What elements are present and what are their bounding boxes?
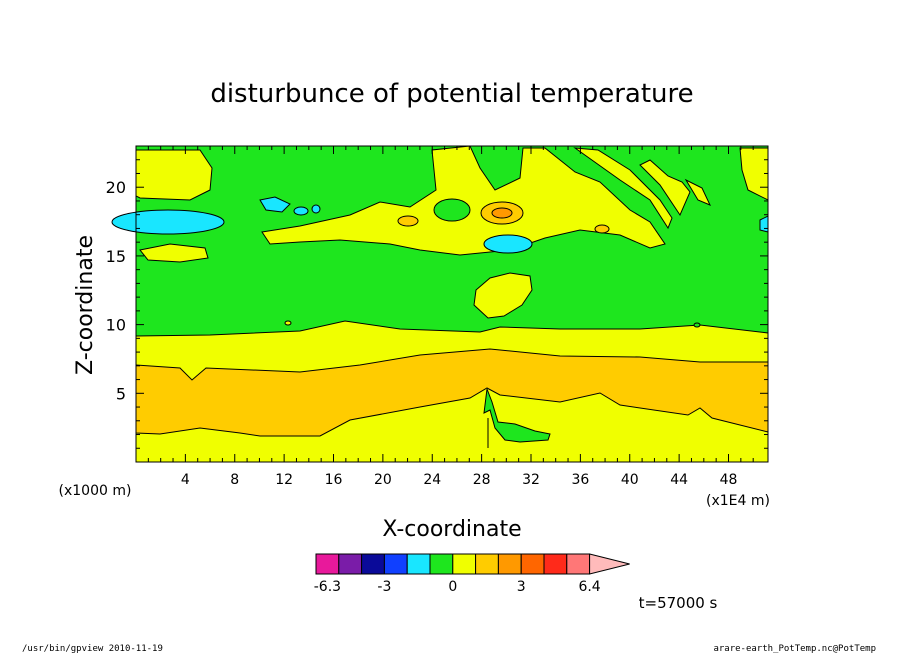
cyan-fleck (259, 196, 291, 213)
yellow-blob-mid (473, 272, 533, 319)
colorbar-swatch (429, 553, 454, 575)
x-tick-label: 8 (230, 472, 239, 488)
cyan-fleck (293, 206, 309, 216)
green-pocket (433, 198, 471, 222)
colorbar-swatch (520, 553, 545, 575)
x-tick-label: 40 (621, 472, 639, 488)
x-axis-ticks: 4 8 12 16 20 24 28 32 36 40 44 48 (147, 146, 754, 488)
colorbar-swatch (475, 553, 499, 575)
plot-area (111, 145, 769, 463)
cyan-fleck (311, 204, 321, 214)
x-tick-label: 16 (325, 472, 343, 488)
y-axis-label: Z-coordinate (73, 235, 98, 375)
colorbar-tick-label: 3 (517, 579, 526, 595)
yellow-blob-upper-left (135, 149, 213, 201)
colorbar-swatch (338, 553, 363, 575)
x-tick-label: 12 (275, 472, 293, 488)
plot-frame (135, 145, 769, 463)
x-tick-label: 4 (181, 472, 190, 488)
surface-green-finger (483, 388, 551, 443)
colorbar-swatch (315, 553, 340, 575)
yellow-streak (684, 178, 712, 206)
x-tick-label: 20 (374, 472, 392, 488)
colorbar-arrow (589, 553, 630, 575)
colorbar-tick-label: -6.3 (314, 579, 341, 595)
y-tick-label: 20 (106, 178, 126, 197)
x-unit-label: (x1E4 m) (706, 493, 770, 509)
cyan-blob-left (111, 209, 225, 235)
cyan-blob-center (483, 234, 533, 254)
colorbar-swatch (383, 553, 408, 575)
x-tick-label: 32 (522, 472, 540, 488)
colorbar-labels: -6.3 -3 0 3 6.4 (314, 579, 601, 595)
colorbar-swatch (361, 553, 385, 575)
colorbar (315, 553, 630, 575)
yellow-streak (573, 147, 673, 230)
colorbar-swatch (406, 553, 431, 575)
band-lower-orange (135, 348, 769, 437)
colorbar-swatch (543, 553, 568, 575)
time-label: t=57000 s (639, 594, 718, 612)
yellow-strip-left (139, 243, 209, 263)
x-axis-label: X-coordinate (382, 517, 521, 542)
orange-fleck (397, 215, 419, 227)
colorbar-swatch (452, 553, 477, 575)
y-tick-label: 5 (116, 384, 126, 403)
orange-core (491, 207, 513, 219)
colorbar-tick-label: -3 (377, 579, 391, 595)
y-tick-label: 10 (106, 316, 126, 335)
y-axis-ticks: 5 10 15 20 (106, 159, 768, 449)
y-tick-label: 15 (106, 247, 126, 266)
orange-fleck (594, 224, 610, 234)
footer-left: /usr/bin/gpview 2010-11-19 (22, 644, 163, 654)
colorbar-swatch (497, 553, 522, 575)
green-fleck (693, 322, 701, 328)
x-tick-label: 48 (720, 472, 738, 488)
anvil-yellow (261, 145, 666, 256)
chart-title: disturbunce of potential temperature (210, 79, 693, 109)
colorbar-tick-label: 0 (448, 579, 457, 595)
yellow-streak (639, 159, 691, 217)
x-tick-label: 44 (670, 472, 688, 488)
y-unit-label: (x1000 m) (59, 483, 132, 499)
yellow-fleck (284, 320, 292, 326)
x-tick-label: 28 (473, 472, 491, 488)
footer-right: arare-earth_PotTemp.nc@PotTemp (713, 644, 876, 654)
x-tick-label: 36 (571, 472, 589, 488)
colorbar-tick-label: 6.4 (578, 579, 600, 595)
x-tick-label: 24 (423, 472, 441, 488)
colorbar-swatch (566, 553, 591, 575)
